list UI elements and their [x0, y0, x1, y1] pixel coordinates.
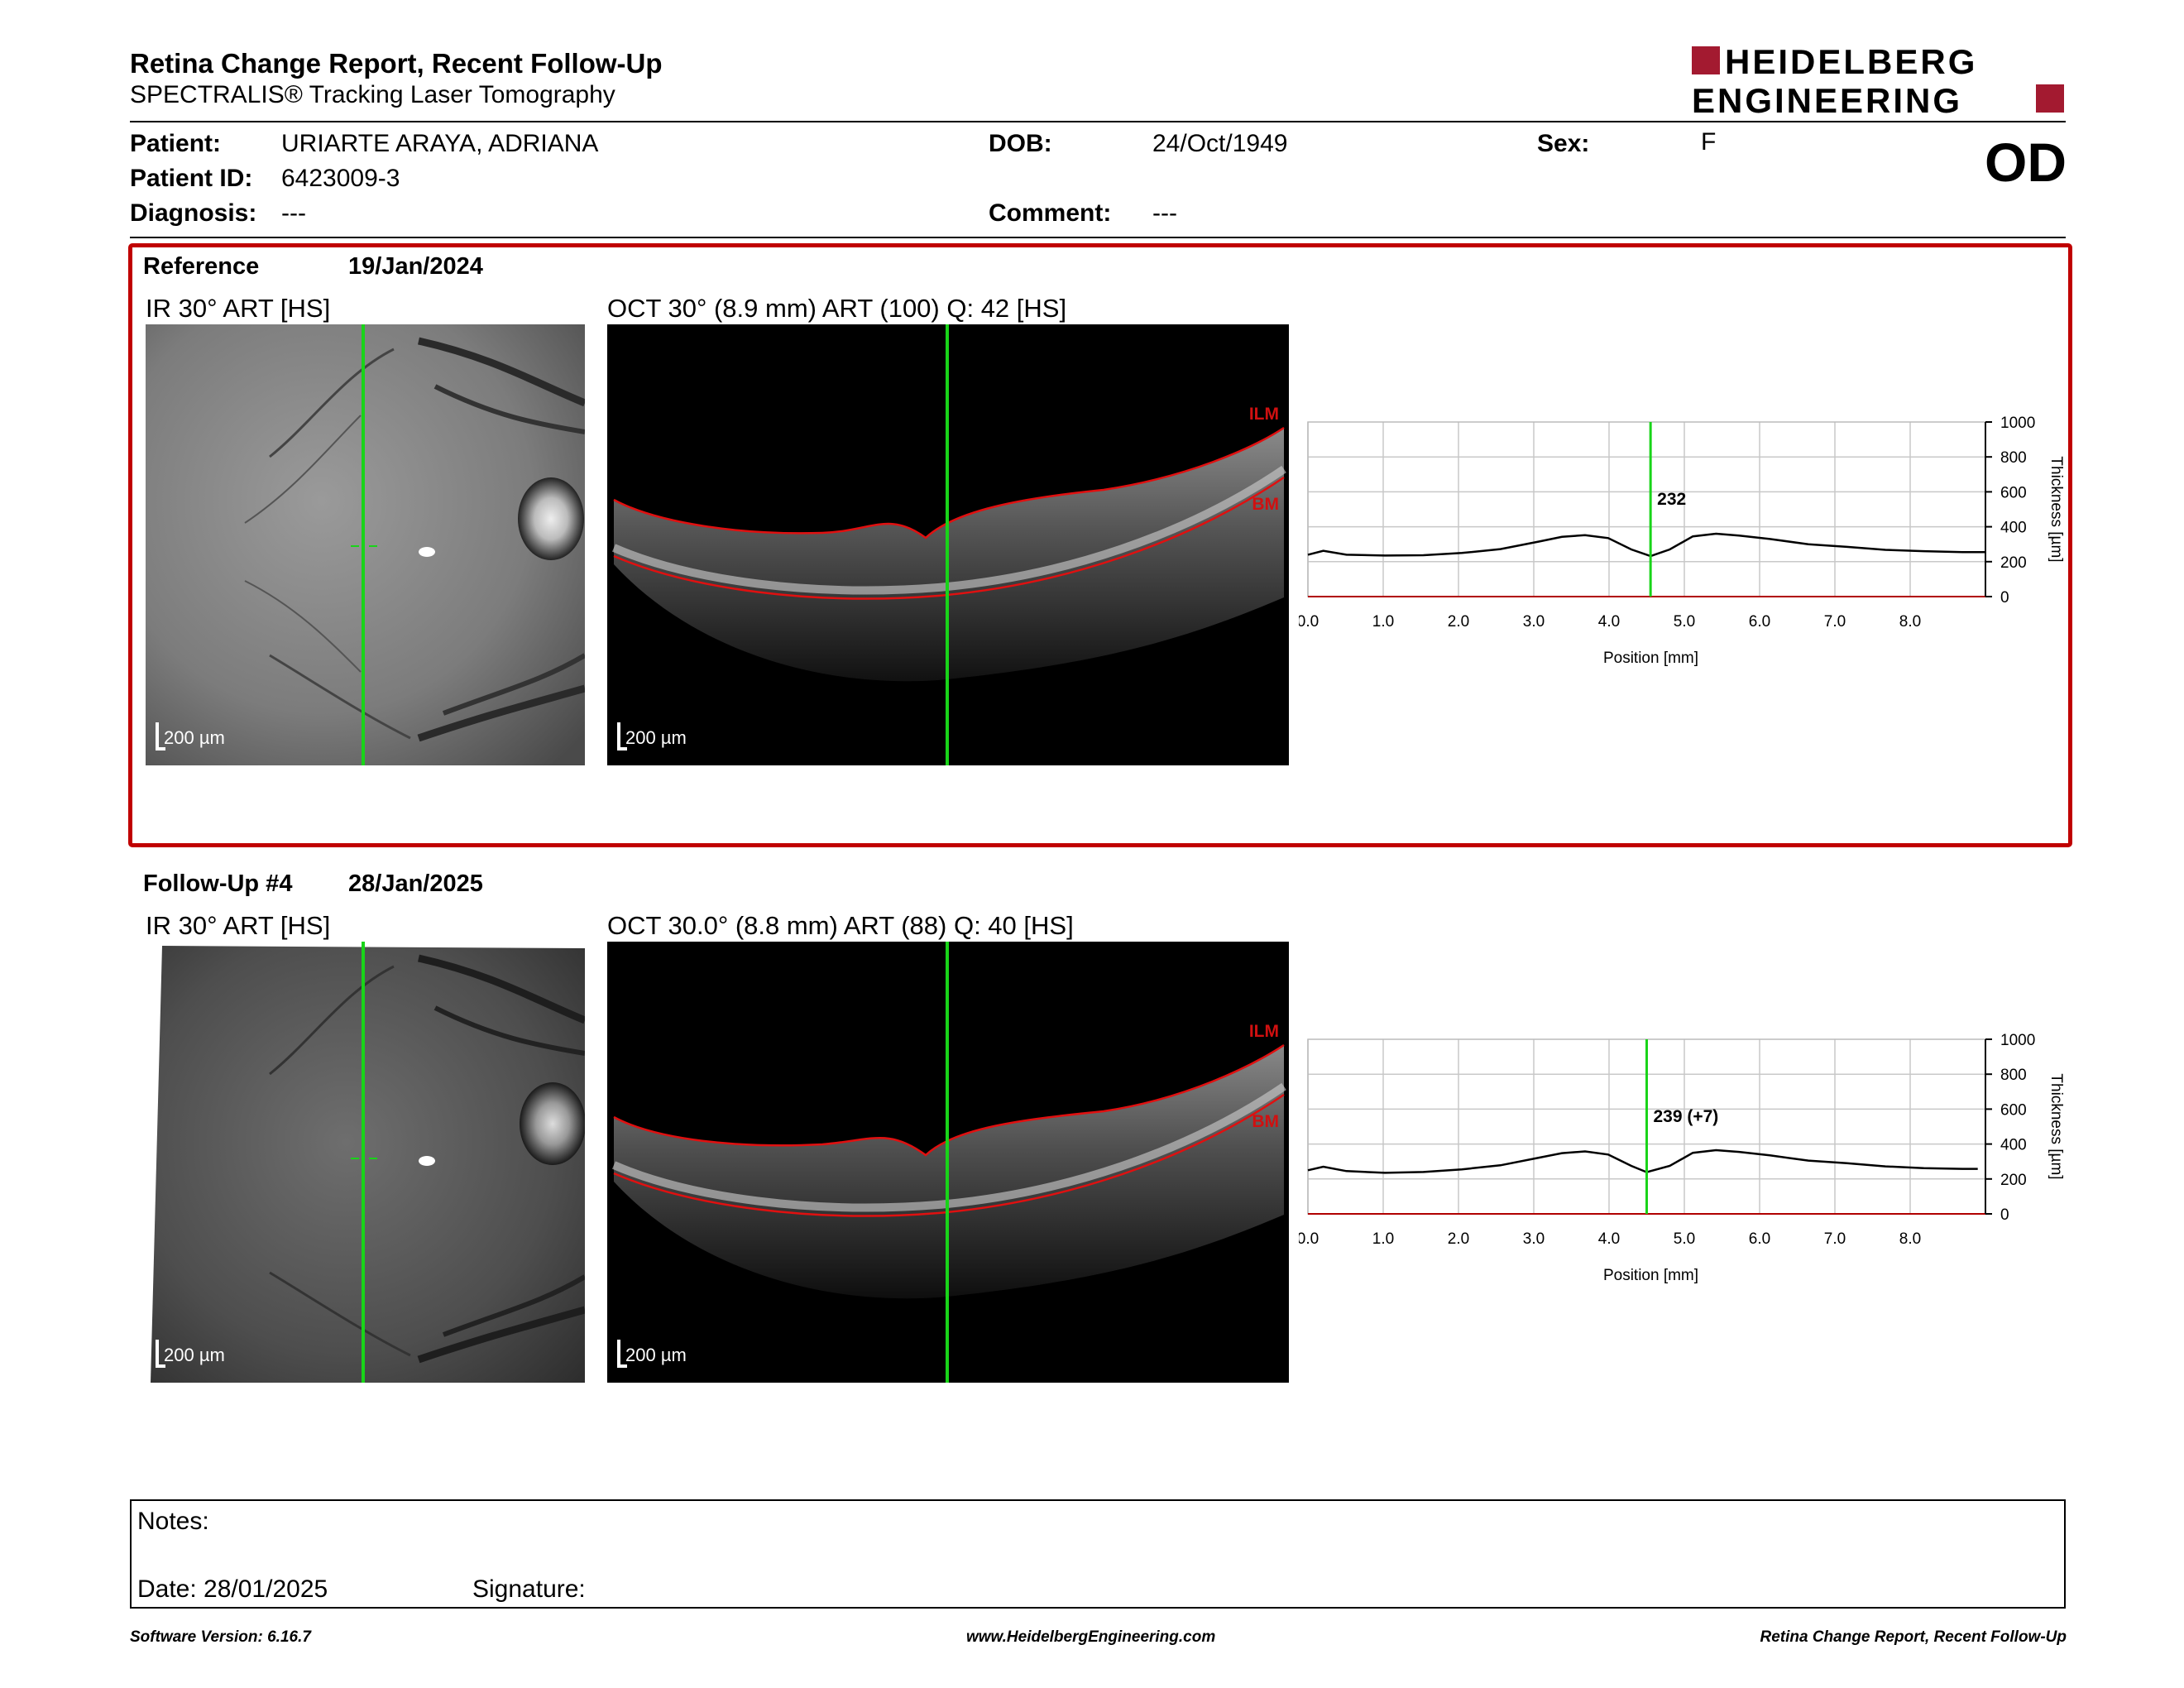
comment-label: Comment: [989, 199, 1112, 227]
chart-y-tick-label: 600 [2000, 484, 2027, 501]
chart-y-tick-label: 200 [2000, 1172, 2027, 1189]
chart-y-axis-label: Thickness [µm] [2048, 1073, 2065, 1179]
followup-oct-bscan-image: ILM BM 200 µm [607, 942, 1289, 1383]
reference-ir-caption: IR 30° ART [HS] [146, 294, 331, 323]
chart-x-tick-label: 8.0 [1899, 613, 1921, 631]
chart-x-tick-label: 7.0 [1824, 613, 1846, 631]
header-divider [130, 121, 2066, 122]
chart-y-tick-label: 200 [2000, 554, 2027, 572]
chart-y-tick-label: 1000 [2000, 415, 2035, 432]
chart-thickness-series-line [1307, 532, 1985, 558]
patient-id-label: Patient ID: [130, 165, 253, 192]
sex-label: Sex: [1537, 130, 1590, 157]
chart-x-tick-label: 5.0 [1674, 1230, 1695, 1248]
chart-plot-border [1307, 421, 1986, 597]
svg-text:ILM: ILM [1249, 405, 1279, 424]
followup-oct-scan-line [946, 942, 949, 1383]
reference-label: Reference [143, 253, 260, 280]
reference-date: 19/Jan/2024 [348, 253, 483, 280]
chart-thickness-series-line [1307, 1149, 1978, 1174]
reference-thickness-chart: 0 200 400 600 800 1000 0.0 1.0 2.0 3.0 4.0 5.0 6.0 7.… [1299, 415, 2065, 667]
reference-ir-fundus-image: 200 µm [146, 324, 585, 765]
reference-ir-scan-line [362, 324, 365, 765]
signature-label: Signature: [472, 1575, 586, 1603]
chart-marker-value-label: 232 [1657, 490, 1686, 509]
chart-x-tick-label: 0.0 [1299, 1230, 1319, 1248]
dob-label: DOB: [989, 130, 1052, 157]
notes-box: Notes: Date: 28/01/2025 Signature: [130, 1499, 2066, 1609]
chart-x-tick-label: 8.0 [1899, 1230, 1921, 1248]
chart-y-tick-label: 800 [2000, 449, 2027, 467]
reference-frame [128, 243, 2072, 847]
date-label: Date: 28/01/2025 [137, 1575, 328, 1603]
comment-value: --- [1152, 199, 1177, 227]
patient-divider [130, 237, 2066, 238]
reference-oct-scan-line [946, 324, 949, 765]
chart-y-tick-label: 0 [2000, 1206, 2009, 1224]
reference-oct-caption: OCT 30° (8.9 mm) ART (100) Q: 42 [HS] [607, 294, 1067, 323]
followup-ir-caption: IR 30° ART [HS] [146, 911, 331, 940]
notes-label: Notes: [137, 1508, 209, 1535]
chart-y-tick-label: 400 [2000, 520, 2027, 537]
chart-y-axis-label: Thickness [µm] [2048, 456, 2065, 562]
dob-value: 24/Oct/1949 [1152, 130, 1288, 157]
patient-label: Patient: [130, 130, 222, 157]
chart-x-tick-label: 4.0 [1598, 1230, 1620, 1248]
footer-website-link[interactable]: www.HeidelbergEngineering.com [966, 1628, 1216, 1646]
chart-y-tick-label: 800 [2000, 1067, 2027, 1084]
svg-text:BM: BM [1252, 495, 1279, 514]
chart-x-tick-label: 1.0 [1372, 613, 1394, 631]
patient-name: URIARTE ARAYA, ADRIANA [281, 130, 599, 157]
chart-x-tick-label: 2.0 [1448, 613, 1469, 631]
chart-x-tick-label: 1.0 [1372, 1230, 1394, 1248]
patient-id-value: 6423009-3 [281, 165, 400, 192]
chart-y-tick-label: 1000 [2000, 1032, 2035, 1049]
followup-ir-scan-line [362, 942, 365, 1383]
heidelberg-logo: HEIDELBERG ENGINEERING [1692, 42, 2064, 120]
reference-oct-bscan-image: ILM BM 200 µm [607, 324, 1289, 765]
followup-ir-fundus-image: 200 µm [146, 942, 585, 1383]
chart-y-tick-label: 600 [2000, 1101, 2027, 1119]
svg-text:HEIDELBERG: HEIDELBERG [1725, 43, 1977, 81]
followup-date: 28/Jan/2025 [348, 870, 483, 897]
svg-text:BM: BM [1252, 1112, 1279, 1131]
chart-x-tick-label: 3.0 [1523, 1230, 1545, 1248]
chart-x-tick-label: 0.0 [1299, 613, 1319, 631]
chart-x-tick-label: 4.0 [1598, 613, 1620, 631]
chart-x-tick-label: 6.0 [1749, 1230, 1770, 1248]
followup-oct-caption: OCT 30.0° (8.8 mm) ART (88) Q: 40 [HS] [607, 911, 1074, 940]
chart-x-tick-label: 5.0 [1674, 613, 1695, 631]
chart-x-tick-label: 6.0 [1749, 613, 1770, 631]
footer-software-version: Software Version: 6.16.7 [130, 1628, 311, 1646]
report-title: Retina Change Report, Recent Follow-Up [130, 48, 663, 79]
diagnosis-value: --- [281, 199, 306, 227]
chart-x-axis-label: Position [mm] [1603, 1267, 1698, 1284]
chart-y-tick-label: 400 [2000, 1137, 2027, 1154]
eye-indicator: OD [1985, 132, 2067, 193]
chart-y-tick-label: 0 [2000, 589, 2009, 607]
chart-x-axis-label: Position [mm] [1603, 650, 1698, 667]
svg-text:ILM: ILM [1249, 1022, 1279, 1041]
footer-report-name: Retina Change Report, Recent Follow-Up [1760, 1628, 2067, 1646]
chart-x-tick-label: 2.0 [1448, 1230, 1469, 1248]
chart-marker-value-label: 239 (+7) [1654, 1107, 1719, 1126]
svg-text:ENGINEERING: ENGINEERING [1692, 81, 1962, 119]
diagnosis-label: Diagnosis: [130, 199, 257, 227]
followup-thickness-chart: 0 200 400 600 800 1000 0.0 1.0 2.0 3.0 4.0 5.0 6.0 7.… [1299, 1032, 2065, 1284]
chart-x-tick-label: 3.0 [1523, 613, 1545, 631]
chart-x-tick-label: 7.0 [1824, 1230, 1846, 1248]
followup-label: Follow-Up #4 [143, 870, 293, 897]
report-subtitle: SPECTRALIS® Tracking Laser Tomography [130, 81, 615, 108]
sex-value: F [1701, 128, 1717, 156]
